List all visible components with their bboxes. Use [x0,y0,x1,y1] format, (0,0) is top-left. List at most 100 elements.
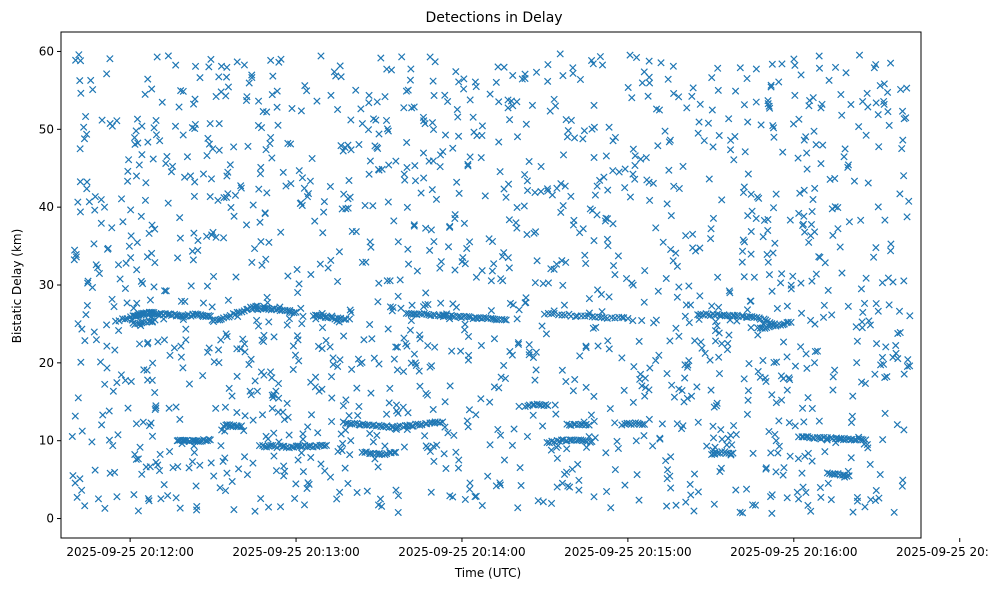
data-point [123,177,132,185]
data-point [301,81,309,90]
data-point [522,120,530,128]
data-point [718,447,726,456]
data-point [188,124,197,132]
data-point [713,399,721,407]
data-point [765,102,773,110]
data-point [718,196,726,204]
data-point [393,343,402,351]
data-point [77,358,85,366]
data-point [638,382,646,390]
x-tick-label: 2025-09-25 20:16:00 [730,545,857,559]
data-point [105,436,114,444]
y-axis-label: Bistatic Delay (km) [10,229,24,344]
data-point [881,409,889,418]
data-point [544,60,552,69]
data-point [588,313,596,321]
data-point [283,399,291,408]
data-point [221,403,230,411]
data-point [103,364,111,372]
data-point [384,198,392,206]
data-point [731,132,739,141]
data-point [124,156,133,164]
data-point [626,193,635,201]
data-point [680,398,688,406]
data-point [808,277,816,285]
data-point [797,279,805,287]
data-point [709,422,717,430]
data-point [590,101,598,109]
data-point [611,465,619,474]
data-point [821,448,829,456]
data-point [834,203,842,212]
data-point [122,259,130,267]
data-point [250,244,259,253]
data-point [547,499,556,508]
data-point [115,317,123,325]
data-point [303,193,312,201]
data-point [386,277,394,285]
data-point [881,216,889,224]
data-point [871,370,879,378]
data-point [500,185,508,193]
data-point [304,423,312,431]
data-point [297,304,305,313]
data-point [538,422,547,430]
data-point [314,429,322,437]
data-point [233,372,241,380]
data-point [635,337,643,346]
data-point [581,437,589,445]
data-point [83,130,91,138]
data-point [169,464,177,472]
data-point [715,329,723,337]
data-point [820,301,828,309]
data-point [146,463,154,471]
data-point [148,310,156,318]
data-point [191,95,199,103]
data-point [670,89,678,98]
data-point [265,238,273,246]
data-point [557,208,565,216]
data-point [805,102,813,110]
data-point [531,188,539,197]
data-point [148,85,156,93]
data-point [900,277,908,285]
data-point [747,250,755,258]
data-point [896,190,904,198]
data-point [428,185,436,194]
data-point [885,121,893,130]
data-point [809,195,817,204]
data-point [318,323,327,332]
data-point [521,170,529,179]
data-point [402,340,410,348]
data-point [222,193,231,201]
data-point [765,271,774,279]
data-point [257,163,265,172]
data-point [707,225,715,233]
data-point [903,84,911,92]
data-point [715,353,723,361]
data-point [815,64,824,72]
data-point [783,386,791,394]
data-point [399,367,408,376]
data-point [453,105,461,114]
data-point [521,402,529,411]
data-point [761,324,769,332]
data-point [645,196,654,205]
data-point [432,195,441,203]
data-point [613,437,621,446]
data-point [558,366,566,374]
data-point [248,258,256,267]
data-point [177,86,185,95]
data-point [361,201,369,210]
data-point [661,127,669,135]
data-point [855,123,863,131]
data-point [381,93,389,101]
data-point [666,337,674,345]
data-point [767,81,775,89]
data-point [609,167,617,175]
data-point [754,367,762,376]
data-point [872,60,880,69]
data-point [747,297,755,305]
data-point [783,494,791,502]
data-point [352,86,360,94]
